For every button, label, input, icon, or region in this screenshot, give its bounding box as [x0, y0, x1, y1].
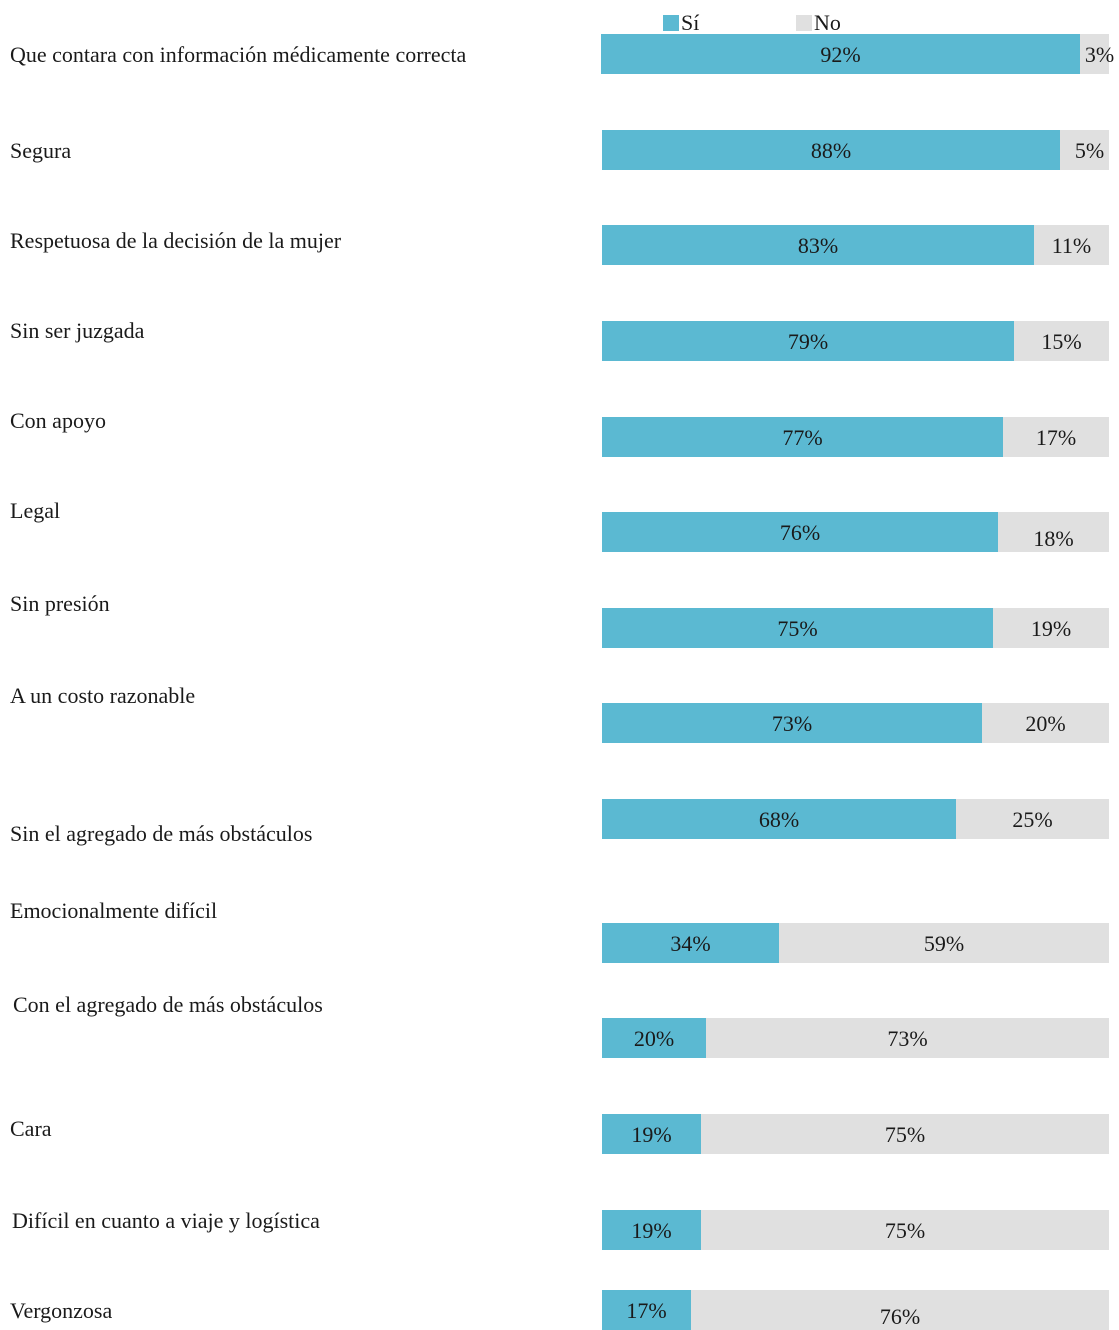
category-label: Emocionalmente difícil: [10, 898, 218, 923]
bar-si: [602, 417, 1003, 457]
bar-si: [602, 1290, 691, 1330]
bar-si: [602, 1114, 701, 1154]
legend-item-si: Sí: [663, 10, 699, 36]
data-label-si: 83%: [797, 233, 839, 258]
bar-no: [691, 1290, 1109, 1330]
legend-label-si: Sí: [681, 10, 700, 35]
data-label-si: 75%: [777, 616, 818, 641]
data-label-si: 19%: [631, 1218, 672, 1243]
bar-no: [993, 608, 1109, 648]
bar-no: [779, 923, 1109, 963]
bar-no: [998, 512, 1109, 552]
data-label-no: 3%: [1084, 42, 1115, 67]
category-label: Vergonzosa: [10, 1298, 113, 1323]
category-label: Sin el agregado de más obstáculos: [10, 821, 313, 846]
bar-si: [602, 608, 993, 648]
data-label-no: 73%: [887, 1026, 928, 1051]
bar-si: [602, 321, 1014, 361]
bar-no: [1060, 130, 1109, 170]
data-label-no: 15%: [1041, 329, 1082, 354]
data-label-si: 19%: [631, 1122, 672, 1147]
legend-item-no: No: [796, 10, 841, 36]
data-label-no: 76%: [879, 1304, 921, 1329]
legend-label-no: No: [814, 10, 841, 35]
bar-si: [602, 799, 956, 839]
category-label: A un costo razonable: [10, 683, 196, 708]
bar-si: [602, 1210, 701, 1250]
data-label-si: 77%: [782, 425, 823, 450]
data-label-si: 68%: [758, 807, 800, 832]
data-label-no: 19%: [1030, 616, 1072, 641]
category-label: Con apoyo: [10, 408, 106, 433]
data-label-no: 59%: [923, 931, 965, 956]
data-label-no: 20%: [1025, 711, 1066, 736]
bar-si: [602, 130, 1060, 170]
bar-no: [1080, 34, 1109, 74]
bar-si: [601, 34, 1080, 74]
bar-no: [1034, 225, 1109, 265]
category-label: Cara: [10, 1116, 52, 1141]
data-label-no: 75%: [884, 1122, 926, 1147]
bar-si: [602, 923, 779, 963]
data-label-si: 88%: [810, 138, 852, 163]
category-label: Difícil en cuanto a viaje y logística: [12, 1208, 320, 1233]
data-label-si: 79%: [787, 329, 829, 354]
bar-no: [1014, 321, 1109, 361]
bar-si: [602, 225, 1034, 265]
data-label-si: 73%: [771, 711, 813, 736]
legend-swatch-no: [796, 15, 812, 31]
data-label-si: 76%: [779, 520, 821, 545]
category-label: Con el agregado de más obstáculos: [13, 992, 323, 1017]
bar-si: [602, 512, 998, 552]
data-label-no: 17%: [1035, 425, 1077, 450]
category-label: Segura: [10, 138, 72, 163]
bar-no: [982, 703, 1109, 743]
data-label-no: 25%: [1012, 807, 1053, 832]
bar-si: [602, 703, 982, 743]
bar-no: [701, 1114, 1109, 1154]
data-label-si: 34%: [670, 931, 711, 956]
bar-no: [956, 799, 1109, 839]
data-label-si: 17%: [626, 1298, 667, 1323]
bar-si: [602, 1018, 706, 1058]
category-label: Sin ser juzgada: [10, 318, 145, 343]
bar-no: [706, 1018, 1109, 1058]
data-label-si: 92%: [820, 42, 861, 67]
data-label-si: 20%: [633, 1026, 675, 1051]
category-label: Sin presión: [10, 591, 110, 616]
data-label-no: 11%: [1051, 233, 1092, 258]
category-label: Respetuosa de la decisión de la mujer: [10, 228, 342, 253]
data-label-no: 75%: [884, 1218, 926, 1243]
data-label-no: 18%: [1033, 526, 1074, 551]
bar-no: [1003, 417, 1109, 457]
category-label: Legal: [10, 498, 61, 523]
bar-no: [701, 1210, 1109, 1250]
data-label-no: 5%: [1074, 138, 1105, 163]
category-label: Que contara con información médicamente …: [10, 42, 467, 67]
legend-swatch-si: [663, 15, 679, 31]
